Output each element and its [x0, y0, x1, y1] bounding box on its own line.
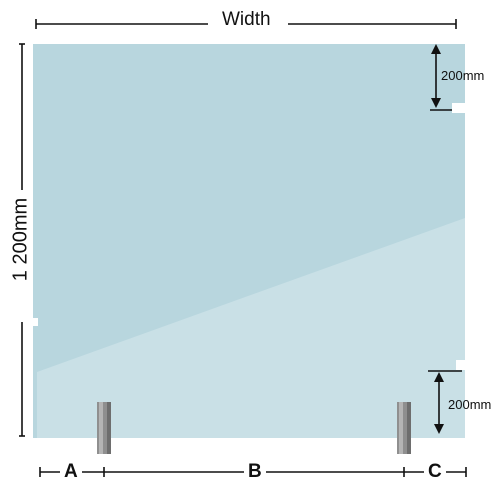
- glass-reflection: [37, 218, 465, 438]
- glass-notch: [26, 318, 38, 326]
- bottom-gap-label: 200mm: [448, 397, 492, 412]
- bottom-gap-notch: [456, 360, 466, 370]
- width-label: Width: [222, 9, 271, 30]
- height-dimension-line: [19, 43, 25, 437]
- segment-dimension-line: [39, 467, 467, 477]
- segment-label-a: A: [64, 461, 78, 482]
- segment-label-c: C: [428, 461, 442, 482]
- bottom-gap-arrow: [428, 370, 462, 434]
- width-dimension-line: [35, 19, 457, 29]
- post-left: [97, 402, 111, 454]
- height-label: 1 200mm: [9, 197, 32, 282]
- post-right: [397, 402, 411, 454]
- top-gap-label: 200mm: [441, 68, 485, 83]
- top-gap-notch: [452, 103, 465, 113]
- segment-label-b: B: [248, 461, 262, 482]
